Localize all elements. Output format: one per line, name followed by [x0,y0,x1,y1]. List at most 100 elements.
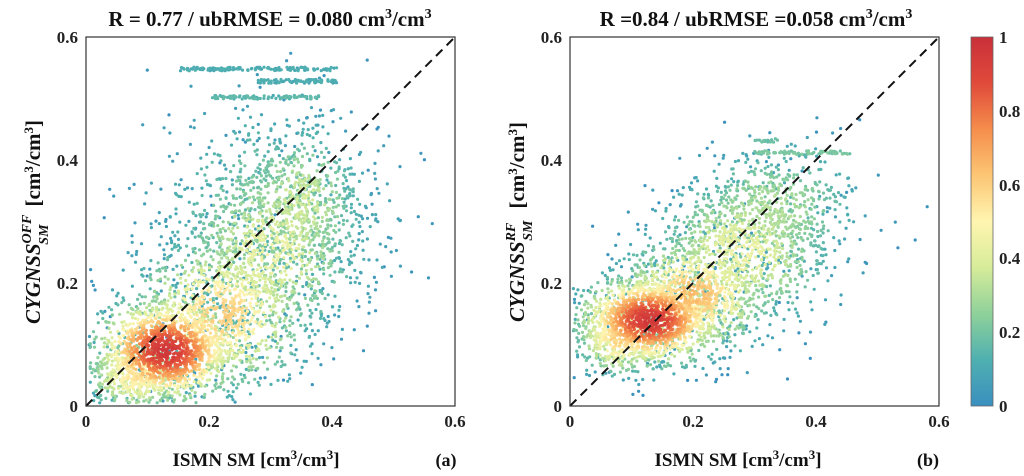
data-point [301,127,305,131]
data-point [126,345,130,349]
data-point [316,280,321,284]
data-point [664,206,668,211]
data-point [132,182,136,186]
data-point [367,300,371,304]
data-point [230,178,234,182]
data-point [242,190,246,194]
data-point [244,354,248,358]
data-point [284,316,288,320]
data-point [161,376,165,381]
data-point [234,236,238,240]
data-point [839,193,843,197]
data-point [129,393,133,397]
data-point [348,194,352,198]
data-point [258,278,262,282]
data-point [202,324,207,329]
data-point [323,203,327,207]
data-point [144,375,148,379]
data-point [263,154,267,158]
data-point [165,353,169,357]
data-point [218,357,223,361]
data-point [191,210,195,214]
data-point [426,276,431,280]
data-point [297,292,301,296]
data-point [328,249,332,253]
data-point [228,278,232,282]
data-point [115,294,119,298]
data-point [228,271,232,275]
data-point [374,213,378,217]
data-point [99,398,103,402]
data-point [307,202,311,206]
data-point [205,212,209,216]
data-point [239,196,243,200]
data-point [373,177,377,181]
data-point [221,356,225,360]
data-point [287,252,291,256]
data-point [176,230,180,234]
data-point [230,256,235,260]
data-point [224,207,228,211]
data-point [316,356,320,360]
data-point [244,343,248,347]
data-point [240,97,244,101]
data-point [213,217,217,221]
data-point [288,324,292,328]
data-point [333,258,337,263]
data-point [98,375,102,379]
data-point [259,187,263,191]
data-point [375,187,379,191]
data-point [207,363,212,367]
data-point [166,299,170,303]
data-point [236,272,240,276]
data-point [273,362,277,366]
data-point [91,367,95,371]
data-point [272,204,276,208]
data-point [272,274,276,278]
data-point [219,67,224,71]
data-point [277,255,281,259]
data-point [307,193,311,198]
data-point [151,308,155,312]
data-point [245,360,249,364]
data-point [422,158,426,162]
data-point [98,381,102,385]
data-point [174,285,178,289]
data-point [183,398,187,402]
data-point [229,344,233,348]
data-point [247,327,251,331]
data-point [289,295,293,299]
data-point [251,195,255,199]
data-point [275,345,279,349]
data-point [288,278,292,282]
data-point [239,167,243,171]
data-point [311,198,315,202]
data-point [113,394,117,398]
data-point [224,331,228,335]
data-point [322,256,326,261]
data-point [273,296,277,301]
data-point [154,378,158,382]
data-point [347,231,351,235]
data-point [198,317,202,321]
data-point [261,247,265,251]
data-point [231,250,235,254]
data-point [288,95,292,99]
data-point [205,249,209,253]
data-point [789,142,793,146]
data-point [190,231,194,235]
data-point [231,232,235,236]
data-point [271,257,276,261]
data-point [384,245,388,249]
data-point [113,397,117,401]
data-point [367,311,371,315]
data-point [263,262,267,266]
data-point [189,362,193,366]
data-point [148,336,152,341]
data-point [286,334,290,338]
data-point [253,198,257,202]
data-point [166,393,170,397]
data-point [288,377,292,381]
data-point [172,398,177,402]
data-point [324,210,328,214]
